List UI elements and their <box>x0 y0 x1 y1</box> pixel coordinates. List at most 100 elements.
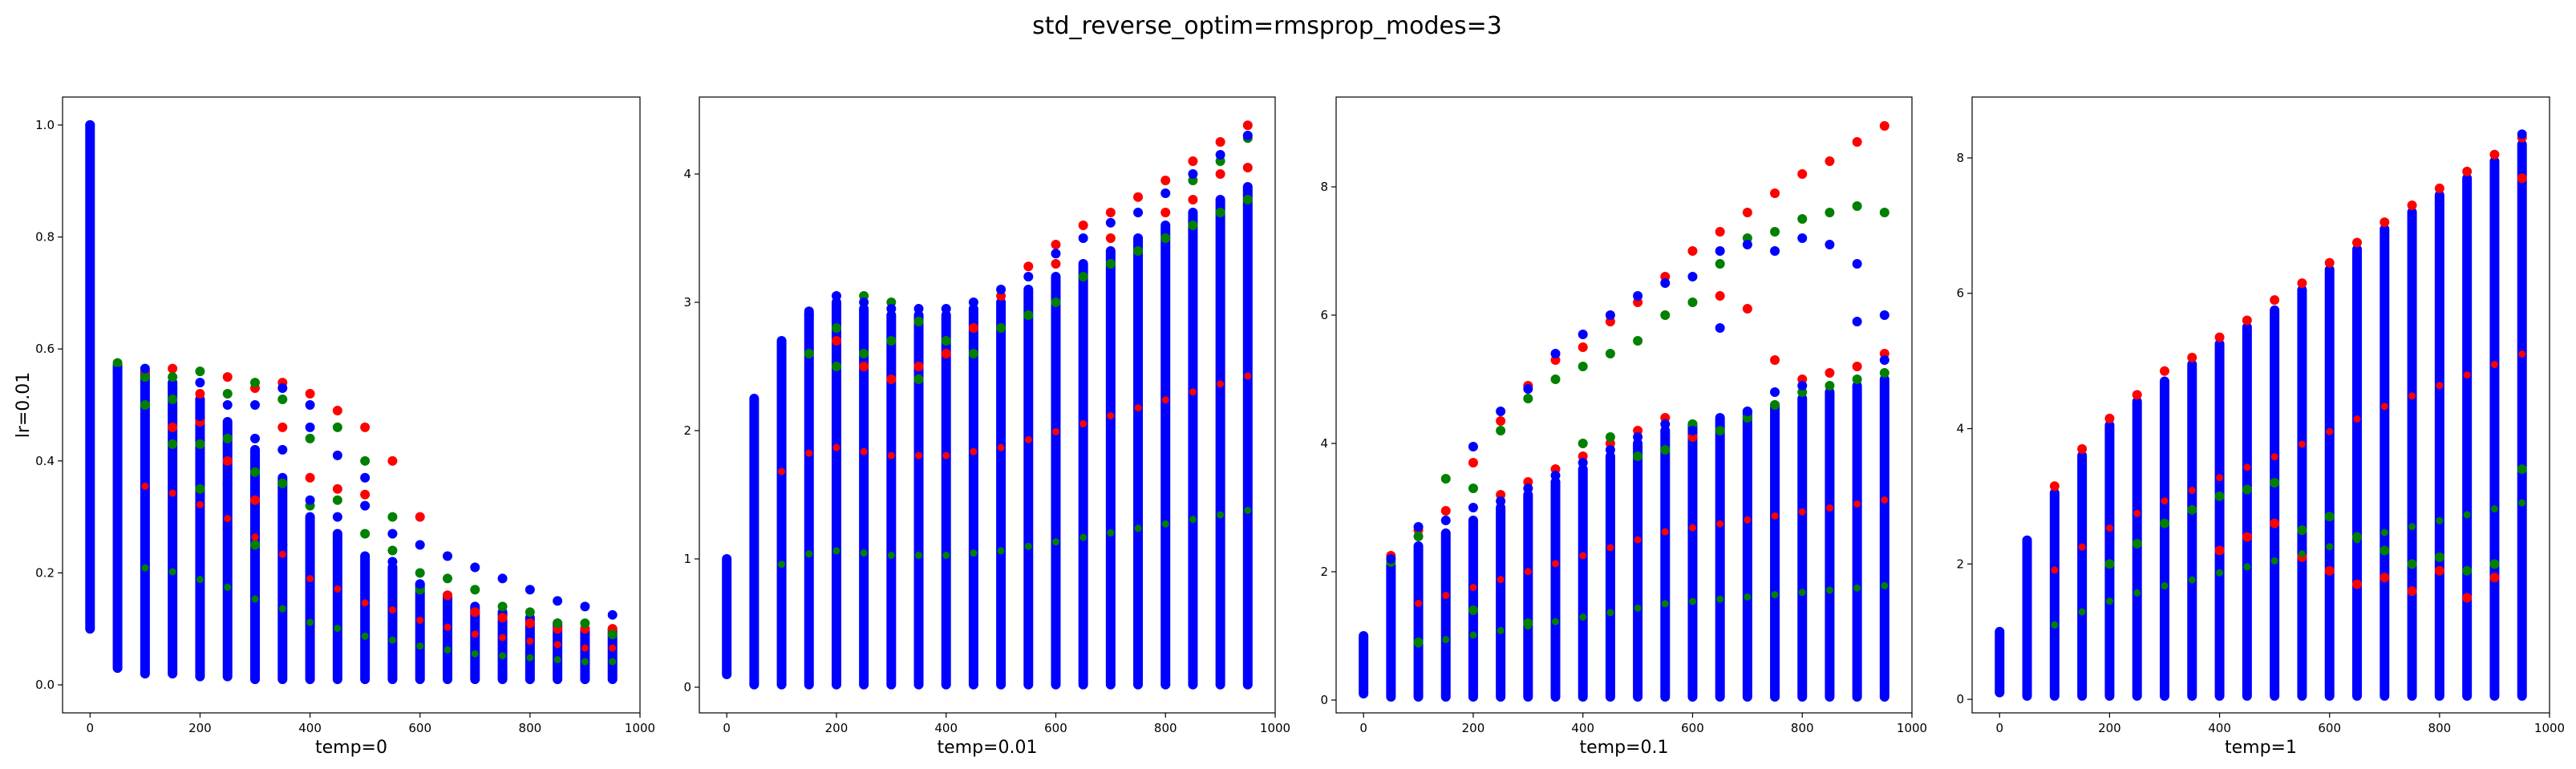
green-point <box>2105 597 2113 605</box>
green-point <box>1879 208 1889 217</box>
red-point <box>416 617 424 625</box>
green-point <box>831 323 841 333</box>
red-point <box>553 641 561 649</box>
red-point <box>443 590 452 601</box>
green-point <box>1688 597 1696 605</box>
red-point <box>1742 304 1752 314</box>
green-point <box>1415 640 1423 648</box>
red-point <box>1105 233 1116 243</box>
blue-point <box>1852 259 1862 269</box>
blue-point <box>1797 381 1808 391</box>
blue-point <box>1215 150 1225 160</box>
blue-point <box>831 291 841 301</box>
green-point <box>2517 464 2527 475</box>
red-point <box>1771 512 1779 520</box>
green-point <box>415 568 425 578</box>
x-tick-label: 800 <box>519 721 542 735</box>
axes-frame <box>62 96 641 714</box>
x-tick-label: 0 <box>723 721 731 735</box>
blue-point <box>913 304 924 314</box>
blue-point <box>360 500 371 511</box>
green-point <box>805 550 813 558</box>
red-point <box>444 623 452 631</box>
green-point <box>196 576 204 584</box>
red-point <box>2214 545 2225 556</box>
x-tick-label: 800 <box>1154 721 1177 735</box>
red-point <box>497 613 508 623</box>
green-point <box>886 336 897 346</box>
green-point <box>1771 591 1779 599</box>
red-point <box>2051 566 2059 574</box>
green-point <box>1797 214 1808 224</box>
blue-point <box>968 297 978 307</box>
blue-point <box>1578 458 1588 467</box>
red-point <box>141 482 149 490</box>
green-point <box>1605 349 1615 358</box>
green-point <box>553 656 561 664</box>
red-point <box>2434 183 2444 193</box>
red-point <box>860 447 868 455</box>
red-point <box>1133 192 1144 202</box>
green-point <box>168 395 178 405</box>
red-point <box>2380 403 2388 411</box>
blue-point <box>996 285 1007 294</box>
red-point <box>2216 474 2224 482</box>
green-point <box>1879 368 1889 378</box>
blue-point <box>1242 131 1253 140</box>
red-point <box>1051 259 1061 269</box>
subplot-1: 0 200 400 600 800 1000 0.0 0.2 0.4 0.6 0.8 1.0 temp=… <box>14 96 655 758</box>
red-point <box>1051 240 1061 249</box>
green-point <box>1633 336 1643 346</box>
green-point <box>2408 523 2416 531</box>
x-tick-label: 400 <box>934 721 958 735</box>
plot-area <box>85 119 618 685</box>
subplot-2: 0 200 400 600 800 1000 0 1 2 3 4 temp=0.01 <box>683 96 1290 758</box>
green-point <box>2462 565 2473 576</box>
green-point <box>2380 545 2390 556</box>
y-tick-label: 3 <box>683 295 691 310</box>
green-point <box>553 618 563 629</box>
blue-point <box>1160 188 1171 198</box>
red-point <box>581 644 589 652</box>
blue-point <box>1660 278 1671 288</box>
green-point <box>2297 525 2307 536</box>
blue-point <box>1550 471 1561 480</box>
green-point <box>168 439 178 449</box>
blue-point <box>1605 445 1615 455</box>
red-point <box>968 323 978 333</box>
green-point <box>112 358 123 368</box>
blue-point <box>305 422 315 432</box>
x-tick-label: 400 <box>1571 721 1594 735</box>
green-point <box>832 547 840 555</box>
y-tick-label: 0 <box>1320 693 1328 707</box>
green-point <box>195 439 205 449</box>
y-tick-label: 6 <box>1320 308 1328 322</box>
red-point <box>277 422 288 432</box>
red-point <box>332 405 342 415</box>
green-point <box>1661 600 1669 608</box>
green-point <box>250 467 260 477</box>
x-tick-label: 1000 <box>2534 721 2565 735</box>
red-point <box>250 495 260 505</box>
green-point <box>778 561 786 569</box>
x-tick-label: 0 <box>1359 721 1367 735</box>
green-point <box>1051 297 1061 307</box>
green-point <box>2270 478 2280 488</box>
red-point <box>2380 217 2390 228</box>
green-point <box>471 650 479 658</box>
x-tick-label: 800 <box>1791 721 1814 735</box>
y-tick-label: 0 <box>683 680 691 694</box>
green-point <box>250 378 260 388</box>
blue-point <box>607 609 618 620</box>
blue-point <box>1133 208 1144 217</box>
y-tick-label: 4 <box>1320 436 1328 451</box>
green-point <box>250 540 260 550</box>
blue-point <box>112 366 123 377</box>
green-point <box>168 568 176 576</box>
green-point <box>1634 604 1642 612</box>
red-point <box>195 389 205 399</box>
blue-point <box>2517 129 2527 140</box>
y-tick-label: 6 <box>1956 286 1964 301</box>
red-point <box>1852 137 1862 147</box>
red-point <box>1606 544 1614 552</box>
